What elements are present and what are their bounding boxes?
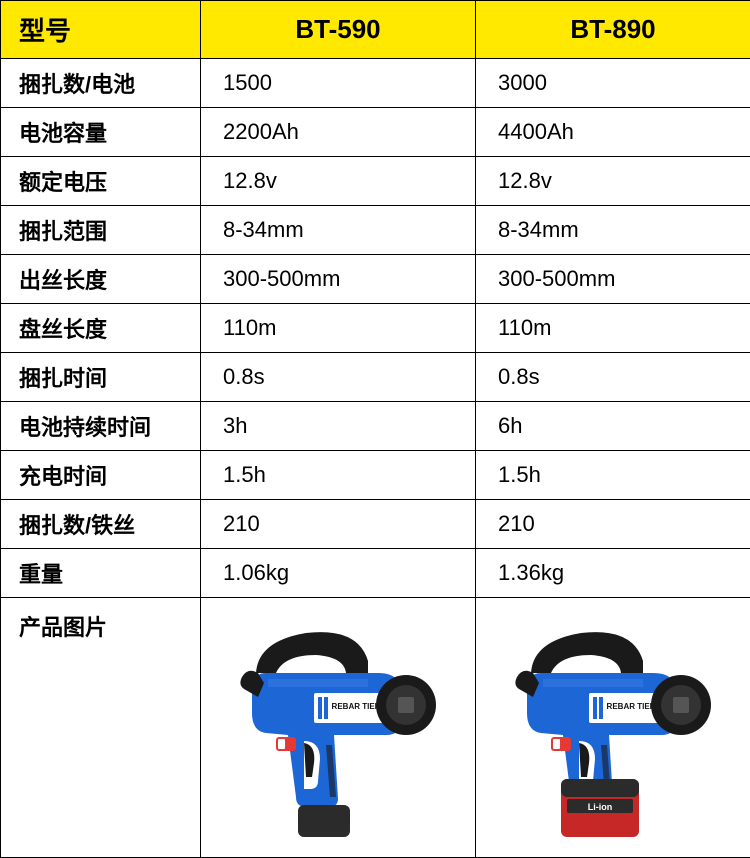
row-label: 电池持续时间	[1, 402, 201, 451]
table-row: 捆扎数/电池15003000	[1, 59, 750, 108]
row-value-2: 110m	[476, 304, 750, 353]
row-label: 盘丝长度	[1, 304, 201, 353]
row-value-2: 0.8s	[476, 353, 750, 402]
product-image-1: REBAR TIER	[201, 598, 476, 858]
product-image-2: REBAR TIER Li-ion	[476, 598, 750, 858]
row-label: 捆扎范围	[1, 206, 201, 255]
svg-text:REBAR TIER: REBAR TIER	[332, 702, 381, 711]
row-value-1: 8-34mm	[201, 206, 476, 255]
header-label: 型号	[1, 1, 201, 59]
image-row: 产品图片 REBAR TIER REBAR TIER Li-ion	[1, 598, 750, 858]
row-value-2: 12.8v	[476, 157, 750, 206]
row-value-1: 300-500mm	[201, 255, 476, 304]
row-value-2: 8-34mm	[476, 206, 750, 255]
header-row: 型号 BT-590 BT-890	[1, 1, 750, 59]
spec-table: 型号 BT-590 BT-890 捆扎数/电池15003000电池容量2200A…	[0, 0, 750, 858]
row-label: 捆扎数/电池	[1, 59, 201, 108]
row-label: 电池容量	[1, 108, 201, 157]
table-row: 出丝长度300-500mm300-500mm	[1, 255, 750, 304]
row-value-1: 12.8v	[201, 157, 476, 206]
row-value-2: 210	[476, 500, 750, 549]
table-row: 捆扎范围8-34mm8-34mm	[1, 206, 750, 255]
row-value-1: 110m	[201, 304, 476, 353]
svg-text:REBAR TIER: REBAR TIER	[607, 702, 656, 711]
table-row: 电池持续时间3h6h	[1, 402, 750, 451]
table-row: 捆扎时间0.8s0.8s	[1, 353, 750, 402]
table-row: 电池容量2200Ah4400Ah	[1, 108, 750, 157]
row-value-1: 3h	[201, 402, 476, 451]
row-value-1: 1500	[201, 59, 476, 108]
row-value-2: 1.5h	[476, 451, 750, 500]
row-value-1: 2200Ah	[201, 108, 476, 157]
table-row: 捆扎数/铁丝210210	[1, 500, 750, 549]
table-row: 额定电压12.8v12.8v	[1, 157, 750, 206]
row-value-2: 1.36kg	[476, 549, 750, 598]
row-label: 出丝长度	[1, 255, 201, 304]
table-row: 盘丝长度110m110m	[1, 304, 750, 353]
row-label: 重量	[1, 549, 201, 598]
row-label: 充电时间	[1, 451, 201, 500]
table-row: 重量1.06kg1.36kg	[1, 549, 750, 598]
row-label: 额定电压	[1, 157, 201, 206]
image-row-label: 产品图片	[1, 598, 201, 858]
header-model-1: BT-590	[201, 1, 476, 59]
row-value-1: 0.8s	[201, 353, 476, 402]
row-value-1: 210	[201, 500, 476, 549]
row-value-2: 6h	[476, 402, 750, 451]
table-row: 充电时间1.5h1.5h	[1, 451, 750, 500]
svg-text:Li-ion: Li-ion	[588, 802, 613, 812]
header-model-2: BT-890	[476, 1, 750, 59]
row-value-1: 1.06kg	[201, 549, 476, 598]
row-value-1: 1.5h	[201, 451, 476, 500]
row-value-2: 300-500mm	[476, 255, 750, 304]
row-value-2: 3000	[476, 59, 750, 108]
row-label: 捆扎数/铁丝	[1, 500, 201, 549]
row-label: 捆扎时间	[1, 353, 201, 402]
row-value-2: 4400Ah	[476, 108, 750, 157]
